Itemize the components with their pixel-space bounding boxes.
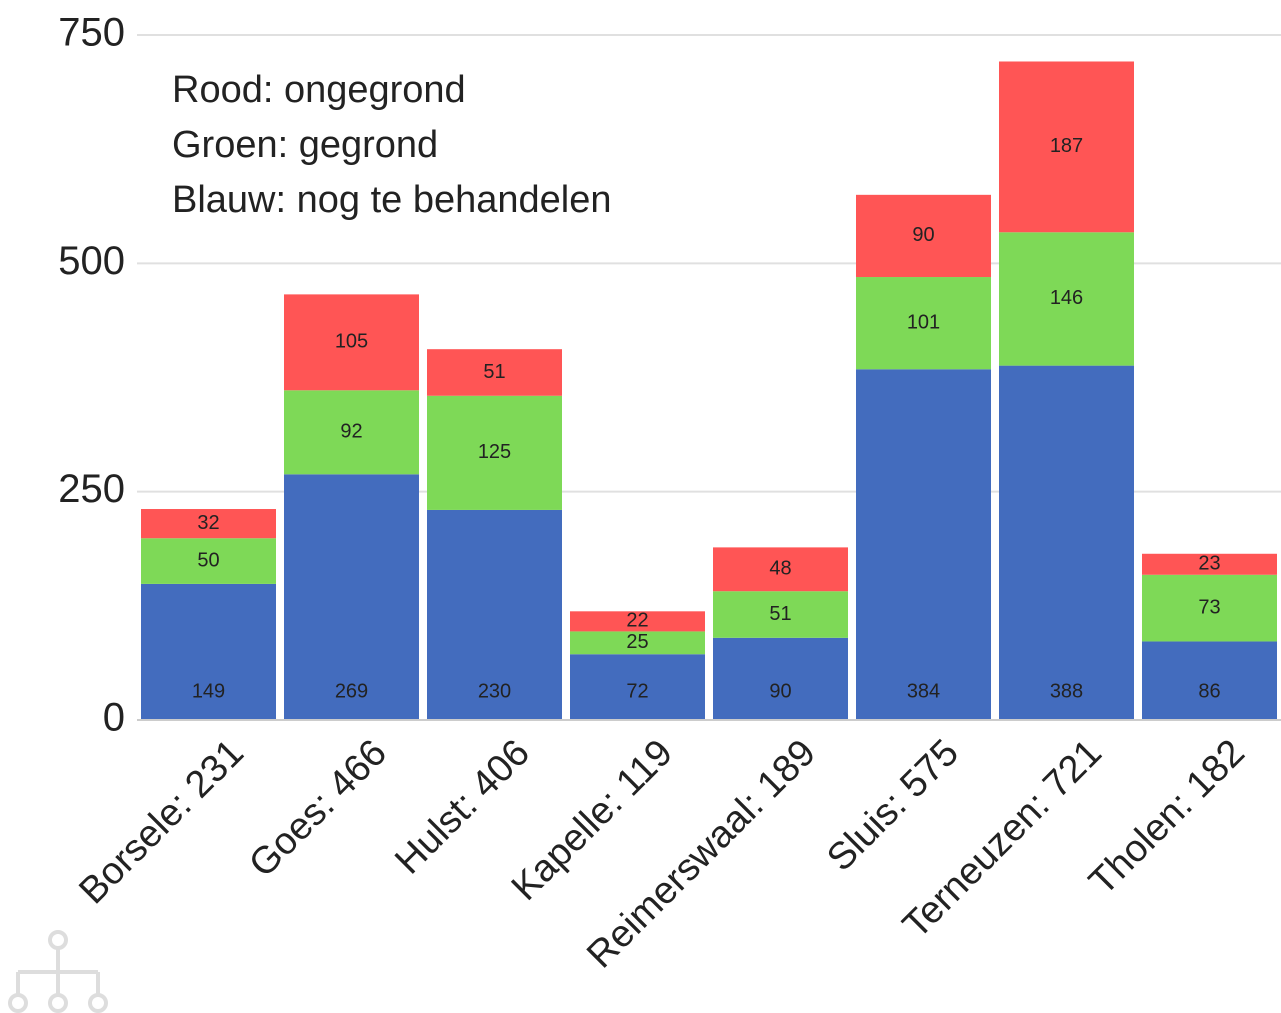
data-label: 149 — [192, 680, 225, 702]
data-label: 51 — [483, 361, 505, 383]
data-label: 101 — [907, 311, 940, 333]
bar-segment — [427, 509, 562, 720]
bar-segment — [999, 365, 1134, 720]
bar-segment — [141, 538, 276, 584]
bar-segment — [570, 654, 705, 720]
data-label: 90 — [769, 680, 791, 702]
bar-segment — [141, 509, 276, 539]
data-label: 269 — [335, 680, 368, 702]
data-label: 50 — [197, 549, 219, 571]
bar-segment — [427, 395, 562, 510]
data-label: 86 — [1198, 680, 1220, 702]
bar-segment — [1142, 641, 1277, 720]
data-label: 25 — [626, 631, 648, 653]
data-label: 388 — [1050, 680, 1083, 702]
data-label: 384 — [907, 680, 940, 702]
bar-segment — [284, 294, 419, 391]
y-tick-label: 250 — [58, 467, 125, 511]
data-label: 72 — [626, 680, 648, 702]
bar-segment — [713, 547, 848, 592]
bar-segment — [1142, 553, 1277, 575]
annotation: Groen: gegrond — [172, 124, 438, 166]
data-label: 92 — [340, 421, 362, 443]
bar-segment — [570, 631, 705, 655]
bar-segment — [713, 637, 848, 720]
data-label: 48 — [769, 558, 791, 580]
data-label: 146 — [1050, 287, 1083, 309]
bar-segment — [999, 61, 1134, 233]
bar-segment — [856, 369, 991, 720]
bar-segment — [570, 611, 705, 632]
bar-segment — [1142, 574, 1277, 642]
data-label: 32 — [197, 512, 219, 534]
data-label: 22 — [626, 610, 648, 632]
x-tick-label: Tholen: 182 — [1081, 732, 1253, 904]
bar-segment — [713, 591, 848, 638]
y-tick-label: 0 — [103, 696, 125, 740]
hierarchy-icon — [8, 930, 108, 1013]
bar-segment — [141, 583, 276, 720]
bar-segment — [427, 349, 562, 396]
data-label: 187 — [1050, 135, 1083, 157]
data-label: 105 — [335, 331, 368, 353]
x-tick-label: Sluis: 575 — [819, 732, 967, 880]
x-tick-label: Borsele: 231 — [71, 732, 252, 913]
bar-segment — [856, 194, 991, 278]
data-label: 73 — [1198, 596, 1220, 618]
data-label: 51 — [769, 603, 791, 625]
y-tick-label: 500 — [58, 239, 125, 283]
data-label: 125 — [478, 441, 511, 463]
data-label: 23 — [1198, 553, 1220, 575]
x-tick-label: Goes: 466 — [241, 732, 395, 886]
bar-segment — [284, 474, 419, 720]
x-tick-label: Hulst: 406 — [387, 732, 538, 883]
y-tick-label: 750 — [58, 11, 125, 55]
bar-segment — [284, 390, 419, 475]
data-label: 230 — [478, 680, 511, 702]
bar-segment — [856, 277, 991, 370]
bar-segment — [999, 232, 1134, 366]
data-label: 90 — [912, 224, 934, 246]
annotation: Blauw: nog te behandelen — [172, 179, 611, 221]
annotation: Rood: ongegrond — [172, 69, 466, 111]
